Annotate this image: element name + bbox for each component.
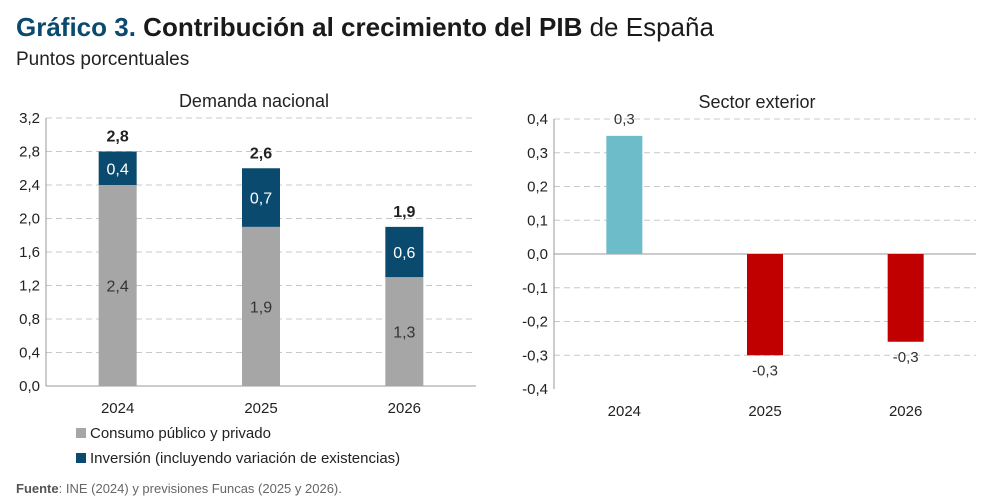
x-category-label: 2025 bbox=[748, 403, 781, 420]
y-tick-label: 1,2 bbox=[19, 278, 40, 295]
bar-data-label: -0,3 bbox=[893, 349, 919, 366]
title-suffix: de España bbox=[589, 12, 714, 42]
title-number: Gráfico 3. bbox=[16, 12, 136, 42]
chart-panel-title: Sector exterior bbox=[698, 92, 815, 112]
bar-data-label: 0,6 bbox=[393, 245, 415, 262]
y-tick-label: -0,4 bbox=[522, 381, 548, 398]
bar-segment bbox=[98, 185, 137, 386]
bar-segment bbox=[385, 226, 424, 278]
bar-data-label: 0,3 bbox=[614, 111, 635, 128]
x-category-label: 2026 bbox=[889, 403, 922, 420]
y-tick-label: 3,2 bbox=[19, 110, 40, 127]
source-note: Fuente: INE (2024) y previsiones Funcas … bbox=[16, 481, 342, 496]
bar-total-label: 1,9 bbox=[393, 204, 415, 221]
y-tick-label: 0,4 bbox=[19, 345, 40, 362]
bar-data-label: 0,4 bbox=[107, 161, 129, 178]
bar-data-label: 1,9 bbox=[250, 299, 272, 316]
y-tick-label: 2,4 bbox=[19, 177, 40, 194]
legend-label-consumo: Consumo público y privado bbox=[90, 425, 271, 442]
bar-data-label: 0,7 bbox=[250, 191, 272, 208]
legend-item-inversion: Inversión (incluyendo variación de exist… bbox=[76, 450, 400, 467]
bar-data-label: 2,4 bbox=[107, 279, 129, 296]
source-label: Fuente bbox=[16, 481, 59, 496]
legend-item-consumo: Consumo público y privado bbox=[76, 425, 271, 442]
x-category-label: 2024 bbox=[608, 403, 641, 420]
y-tick-label: 0,1 bbox=[527, 212, 548, 229]
x-category-label: 2026 bbox=[388, 400, 421, 417]
y-tick-label: 0,3 bbox=[527, 145, 548, 162]
x-category-label: 2024 bbox=[101, 400, 134, 417]
bar-data-label: 1,3 bbox=[393, 325, 415, 342]
bar bbox=[747, 254, 783, 356]
bar-total-label: 2,8 bbox=[107, 129, 129, 146]
y-tick-label: -0,1 bbox=[522, 280, 548, 297]
bar-segment bbox=[242, 226, 280, 386]
y-tick-label: 0,0 bbox=[19, 378, 40, 395]
legend-swatch-consumo bbox=[76, 428, 86, 438]
legend-label-inversion: Inversión (incluyendo variación de exist… bbox=[90, 450, 401, 467]
x-category-label: 2025 bbox=[244, 400, 277, 417]
y-tick-label: 0,2 bbox=[527, 179, 548, 196]
y-tick-label: -0,2 bbox=[522, 314, 548, 331]
title-main: Contribución al crecimiento del PIB bbox=[143, 12, 583, 42]
y-tick-label: 1,6 bbox=[19, 244, 40, 261]
bar-total-label: 2,6 bbox=[250, 145, 272, 162]
source-text: : INE (2024) y previsiones Funcas (2025 … bbox=[58, 481, 342, 496]
bar-segment bbox=[242, 168, 280, 227]
y-tick-label: 0,4 bbox=[527, 111, 548, 128]
legend-swatch-inversion bbox=[76, 453, 86, 463]
y-tick-label: 2,8 bbox=[19, 144, 40, 161]
y-tick-label: 2,0 bbox=[19, 211, 40, 228]
bar-segment bbox=[98, 151, 137, 185]
y-tick-label: 0,0 bbox=[527, 246, 548, 263]
y-tick-label: -0,3 bbox=[522, 347, 548, 364]
bar-segment bbox=[385, 277, 424, 386]
bar bbox=[887, 254, 924, 342]
bar-data-label: -0,3 bbox=[752, 362, 778, 379]
chart-title: Gráfico 3. Contribución al crecimiento d… bbox=[16, 12, 714, 43]
chart-subtitle: Puntos porcentuales bbox=[16, 49, 190, 70]
bar bbox=[606, 135, 643, 254]
y-tick-label: 0,8 bbox=[19, 311, 40, 328]
chart-panel-title: Demanda nacional bbox=[179, 91, 329, 111]
